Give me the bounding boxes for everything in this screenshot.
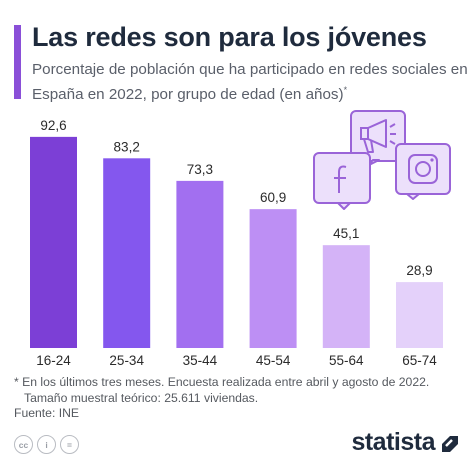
category-label: 65-74 bbox=[402, 353, 437, 368]
category-label: 16-24 bbox=[36, 353, 71, 368]
instagram-icon bbox=[395, 143, 451, 200]
value-label: 60,9 bbox=[260, 190, 286, 205]
value-label: 45,1 bbox=[333, 226, 359, 241]
social-icons-decoration bbox=[313, 110, 451, 210]
category-label: 25-34 bbox=[109, 353, 144, 368]
value-label: 83,2 bbox=[114, 139, 140, 154]
footnote-line-1: * En los últimos tres meses. Encuesta re… bbox=[14, 375, 430, 389]
value-label: 28,9 bbox=[406, 263, 432, 278]
bar-35-44 bbox=[176, 180, 224, 348]
bars-layer: 92,6 16-24 83,2 25-34 73,3 35-44 60,9 45-54 45,1… bbox=[30, 118, 443, 368]
category-label: 55-64 bbox=[329, 353, 364, 368]
source-note: Fuente: INE bbox=[14, 406, 80, 420]
value-label: 92,6 bbox=[40, 118, 66, 133]
bar-55-64 bbox=[322, 245, 370, 348]
footnote-line-2: Tamaño muestral teórico: 25.611 vivienda… bbox=[24, 391, 259, 405]
value-label: 73,3 bbox=[187, 162, 213, 177]
statista-wordmark: statista bbox=[351, 428, 435, 456]
bar-45-54 bbox=[249, 209, 297, 348]
subtitle-text: Porcentaje de población que ha participa… bbox=[32, 61, 468, 104]
facebook-icon bbox=[313, 152, 371, 210]
chart-subtitle: Porcentaje de población que ha participa… bbox=[32, 60, 468, 105]
subtitle-footnote-mark: * bbox=[343, 85, 348, 95]
license-icons: cc i = bbox=[14, 435, 79, 454]
equals-icon[interactable]: = bbox=[60, 435, 79, 454]
chart-title: Las redes son para los jóvenes bbox=[32, 22, 427, 52]
category-label: 35-44 bbox=[183, 353, 218, 368]
statista-logo[interactable]: statista bbox=[351, 428, 460, 457]
bar-25-34 bbox=[103, 158, 151, 348]
category-label: 45-54 bbox=[256, 353, 291, 368]
bar-65-74 bbox=[396, 282, 443, 348]
footnote: * En los últimos tres meses. Encuesta re… bbox=[14, 374, 464, 406]
by-icon[interactable]: i bbox=[37, 435, 56, 454]
statista-mark-icon bbox=[442, 435, 458, 452]
title-accent-bar bbox=[14, 25, 21, 99]
cc-icon[interactable]: cc bbox=[14, 435, 33, 454]
megaphone-icon bbox=[350, 110, 406, 167]
bar-16-24 bbox=[30, 136, 77, 348]
